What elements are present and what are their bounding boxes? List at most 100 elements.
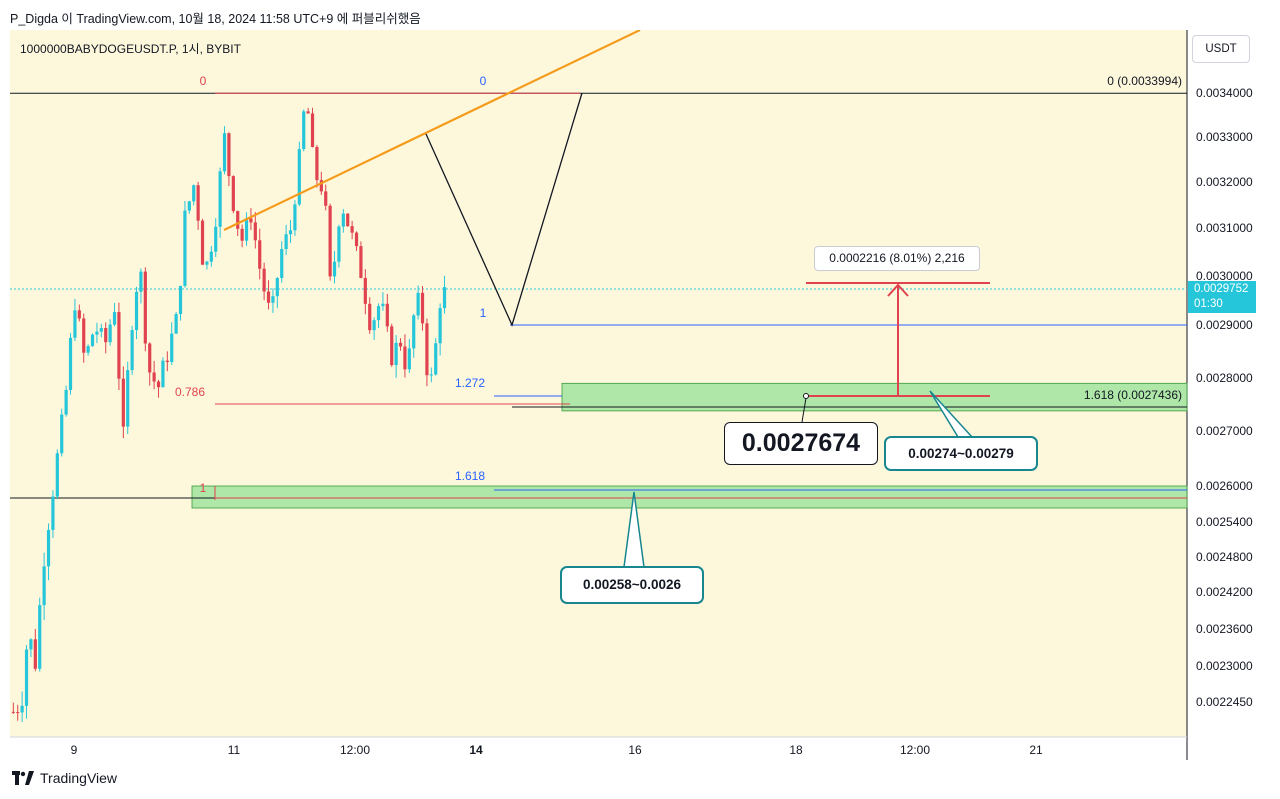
x-tick-label: 14: [469, 743, 483, 757]
candle-body: [227, 133, 231, 177]
candle-body: [319, 180, 323, 192]
candle-body: [33, 639, 37, 669]
y-tick-label: 0.0029000: [1196, 318, 1253, 332]
candle-body: [302, 111, 306, 150]
candle-body: [187, 201, 191, 211]
currency-selector[interactable]: USDT: [1192, 35, 1250, 63]
candle-body: [42, 566, 46, 606]
y-tick-label: 0.0024800: [1196, 550, 1253, 564]
y-tick-label: 0.0022450: [1196, 695, 1253, 709]
candle-body: [174, 314, 178, 334]
y-tick-label: 0.0034000: [1196, 86, 1253, 100]
price-callout[interactable]: 0.0027674: [724, 422, 878, 465]
candle-body: [200, 220, 205, 265]
candle-body: [310, 113, 315, 148]
candle-body: [258, 240, 262, 269]
x-tick-label: 16: [628, 743, 642, 757]
candle-body: [315, 147, 319, 181]
candle-body: [82, 318, 86, 353]
price-axis-background: [1187, 30, 1280, 760]
candle-body: [262, 268, 266, 292]
candle-body: [420, 292, 425, 324]
level-mid-label: 1.618 (0.0027436): [1084, 388, 1182, 402]
y-tick-label: 0.0025400: [1196, 515, 1253, 529]
candle-body: [104, 328, 108, 343]
fib-blue-1272-label: 1.272: [455, 376, 485, 390]
publisher-line: P_Digda 이 TradingView.com, 10월 18, 2024 …: [10, 12, 421, 26]
symbol-legend[interactable]: 1000000BABYDOGEUSDT.P, 1시, BYBIT: [20, 42, 241, 56]
candle-body: [20, 705, 24, 713]
candle-body: [288, 230, 293, 235]
candle-body: [196, 185, 200, 221]
candle-body: [354, 232, 359, 247]
candle-body: [280, 249, 284, 279]
candle-body: [73, 310, 77, 338]
candle-body: [90, 334, 95, 347]
candle-body: [390, 326, 394, 366]
candle-body: [183, 210, 187, 286]
y-tick-label: 0.0023600: [1196, 622, 1253, 636]
current-price-tag: 0.0029752 01:30: [1188, 281, 1256, 313]
level-top-label: 0 (0.0033994): [1107, 74, 1182, 88]
price-anchor-dot: [803, 393, 809, 399]
candle-body: [134, 291, 139, 331]
candle-body: [297, 149, 301, 205]
zone-upper: [561, 382, 1188, 412]
chart-frame[interactable]: 0.0034000 0.0033000 0.0032000 0.0031000 0.00…: [10, 30, 1280, 760]
candle-body: [324, 191, 328, 206]
candle-body: [139, 271, 143, 292]
candle-body: [394, 342, 398, 366]
zone-lower-callout[interactable]: 0.00258~0.0026: [560, 566, 704, 604]
x-tick-label: 18: [789, 743, 803, 757]
candle-body: [161, 360, 165, 388]
candle-body: [156, 381, 161, 388]
zone-upper-callout[interactable]: 0.00274~0.00279: [884, 436, 1038, 471]
candle-body: [266, 291, 271, 303]
candle-body: [249, 218, 253, 223]
candle-body: [222, 133, 227, 172]
candle-body: [236, 211, 240, 229]
candle-body: [293, 204, 297, 231]
zone-lower: [191, 485, 1188, 509]
brand-name: TradingView: [40, 770, 118, 786]
candle-body: [244, 218, 249, 241]
x-tick-label: 9: [71, 743, 78, 757]
candle-body: [55, 453, 59, 497]
chart-canvas[interactable]: 0.0034000 0.0033000 0.0032000 0.0031000 0.00…: [10, 30, 1280, 760]
candle-body: [407, 348, 411, 370]
candle-body: [68, 337, 73, 390]
candle-body: [117, 312, 121, 379]
candle-body: [284, 234, 288, 250]
x-tick-label: 21: [1029, 743, 1043, 757]
candle-body: [60, 414, 64, 454]
candle-body: [209, 251, 213, 262]
orange-trendline: [223, 30, 641, 231]
candle-body: [214, 226, 218, 252]
candle-body: [429, 374, 433, 376]
candle-body: [341, 213, 345, 227]
y-tick-label: 0.0028000: [1196, 371, 1253, 385]
candle-body: [218, 171, 222, 227]
y-tick-label: 0.0031000: [1196, 221, 1253, 235]
current-price-value: 0.0029752: [1194, 283, 1249, 295]
candle-body: [328, 205, 332, 277]
candle-body: [29, 639, 33, 650]
x-tick-label: 12:00: [900, 743, 930, 757]
candle-body: [368, 303, 372, 331]
candle-body: [99, 328, 103, 332]
candle-body: [385, 303, 389, 327]
candle-body: [121, 378, 125, 427]
tradingview-brand[interactable]: TradingView: [12, 770, 117, 786]
candle-body: [306, 111, 310, 114]
candle-body: [381, 303, 385, 307]
candle-body: [253, 222, 257, 241]
candle-body: [346, 213, 350, 227]
candle-body: [143, 271, 147, 344]
candle-body: [363, 277, 367, 304]
candle-body: [46, 529, 51, 567]
candle-body: [108, 324, 112, 343]
candle-body: [192, 185, 196, 202]
candle-body: [398, 342, 403, 347]
candle-body: [438, 308, 442, 344]
y-tick-label: 0.0032000: [1196, 175, 1253, 189]
